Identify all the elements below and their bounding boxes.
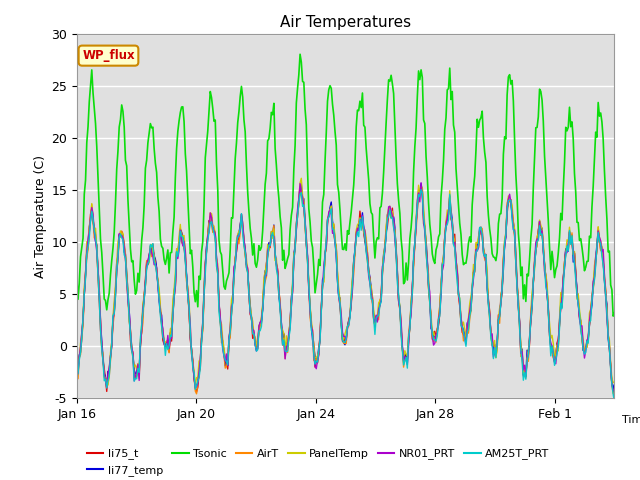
Y-axis label: Air Temperature (C): Air Temperature (C) [34,155,47,277]
Legend: li75_t, li77_temp, Tsonic, AirT, PanelTemp, NR01_PRT, AM25T_PRT: li75_t, li77_temp, Tsonic, AirT, PanelTe… [83,444,554,480]
X-axis label: Time: Time [622,415,640,425]
Title: Air Temperatures: Air Temperatures [280,15,411,30]
Text: WP_flux: WP_flux [82,49,135,62]
